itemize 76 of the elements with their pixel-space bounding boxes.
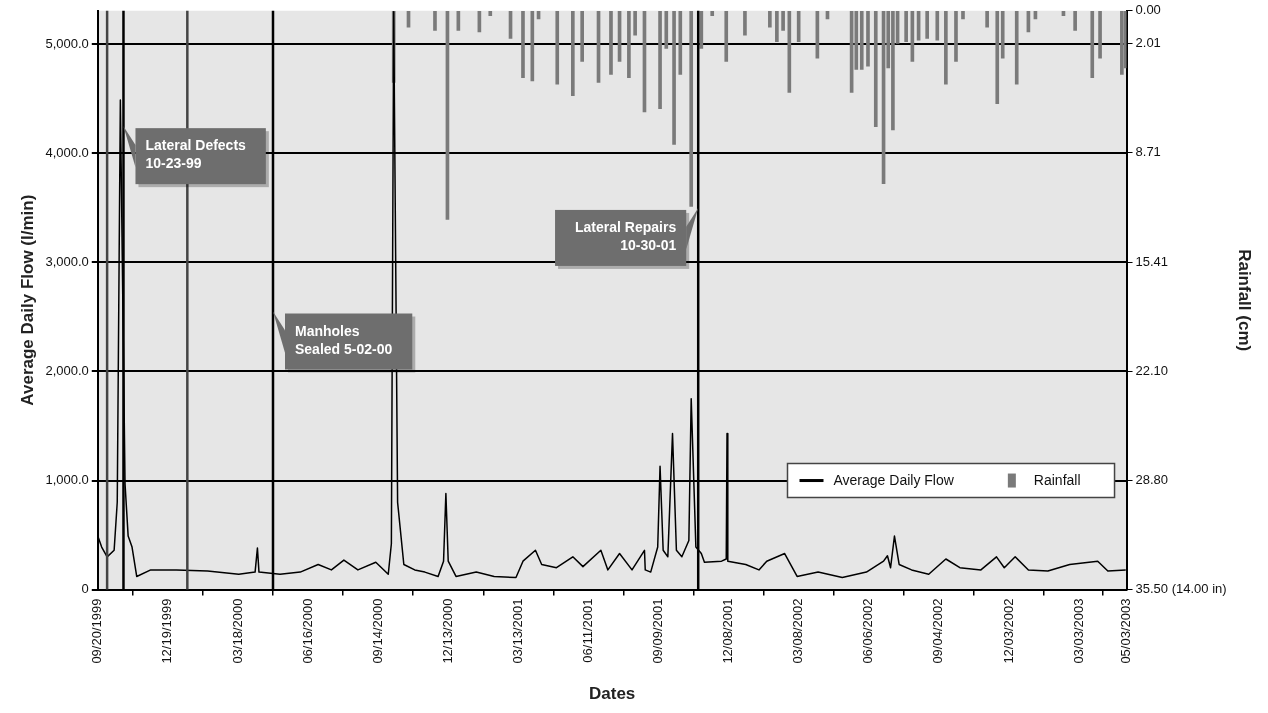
x-tick-label: 03/13/2001 (509, 598, 525, 664)
y-tick-label: 3,000.0 (45, 254, 89, 270)
bar (873, 10, 878, 127)
bar (710, 10, 715, 17)
bar (555, 10, 560, 85)
x-tick-label: 12/08/2001 (720, 598, 736, 664)
bar (787, 10, 792, 93)
y-tick-label: 1,000.0 (45, 472, 89, 488)
bar (580, 10, 584, 62)
y-tick-label: 4,000.0 (45, 144, 89, 160)
x-tick-label: 06/16/2000 (299, 598, 315, 664)
bar (866, 10, 870, 67)
y2-tick-label: 22.10 (1135, 362, 1169, 378)
y2-tick-label: 0.00 (1135, 2, 1161, 18)
annotation: Lateral Defects 10-23-99 (145, 137, 247, 172)
bar (1000, 10, 1005, 59)
bar (1073, 10, 1077, 31)
legend-label: Average Daily Flow (833, 472, 955, 489)
bar (664, 10, 669, 49)
bar (627, 10, 631, 78)
x-tick-label: 09/09/2001 (650, 598, 666, 664)
bar (658, 10, 662, 109)
x-tick-label: 12/13/2000 (439, 598, 455, 664)
x-axis-title: Dates (589, 684, 636, 704)
bar (672, 10, 676, 145)
bar (1014, 10, 1019, 85)
x-tick-label: 03/08/2002 (790, 598, 806, 664)
bar (1098, 10, 1102, 59)
bar (1120, 10, 1124, 75)
bar (954, 10, 958, 62)
x-tick-label: 05/03/2003 (1118, 598, 1134, 664)
x-tick-label: 06/06/2002 (860, 598, 876, 664)
bar (633, 10, 637, 36)
bar (859, 10, 864, 70)
bar (775, 10, 779, 43)
y2-axis-title: Rainfall (cm) (1235, 249, 1255, 352)
bar (488, 10, 493, 17)
y2-tick-label: 2.01 (1135, 35, 1161, 51)
y-axis-title: Average Daily Flow (l/min) (17, 194, 37, 406)
bar (796, 10, 801, 43)
y2-tick-label: 15.41 (1135, 253, 1169, 269)
bar (781, 10, 785, 31)
bar (571, 10, 575, 96)
x-tick-label: 06/11/2001 (579, 598, 595, 663)
bar (699, 10, 704, 49)
bar (768, 10, 772, 28)
bar (935, 10, 940, 41)
bar (1090, 10, 1095, 78)
y2-tick-label: 28.80 (1135, 471, 1169, 487)
x-tick-label: 03/18/2000 (229, 598, 245, 664)
bar (678, 10, 683, 75)
y-tick-label: 0 (81, 581, 89, 597)
bar (944, 10, 948, 85)
bar (995, 10, 1000, 105)
x-tick-label: 09/14/2000 (369, 598, 385, 664)
bar (985, 10, 989, 28)
y2-tick-label: 35.50 (14.00 in) (1135, 581, 1227, 597)
y-tick-label: 2,000.0 (45, 363, 89, 379)
bar (904, 10, 908, 43)
y-tick-label: 5,000.0 (45, 35, 89, 51)
x-tick-label: 12/19/1999 (159, 598, 175, 664)
bar (724, 10, 729, 62)
bar (743, 10, 747, 36)
x-tick-label: 09/20/1999 (89, 598, 105, 664)
bar (925, 10, 929, 39)
annotation: Manholes Sealed 5-02-00 (295, 322, 393, 357)
x-tick-label: 12/03/2002 (1000, 598, 1016, 664)
bar (521, 10, 525, 78)
x-tick-label: 03/03/2003 (1070, 598, 1086, 664)
bar (433, 10, 437, 31)
bar (961, 10, 965, 20)
annotation: Lateral Repairs 10-30-01 (575, 218, 677, 253)
bar (609, 10, 613, 75)
legend-label: Rainfall (1033, 472, 1081, 489)
y2-tick-label: 8.71 (1135, 144, 1161, 160)
x-tick-label: 09/04/2002 (930, 598, 946, 664)
